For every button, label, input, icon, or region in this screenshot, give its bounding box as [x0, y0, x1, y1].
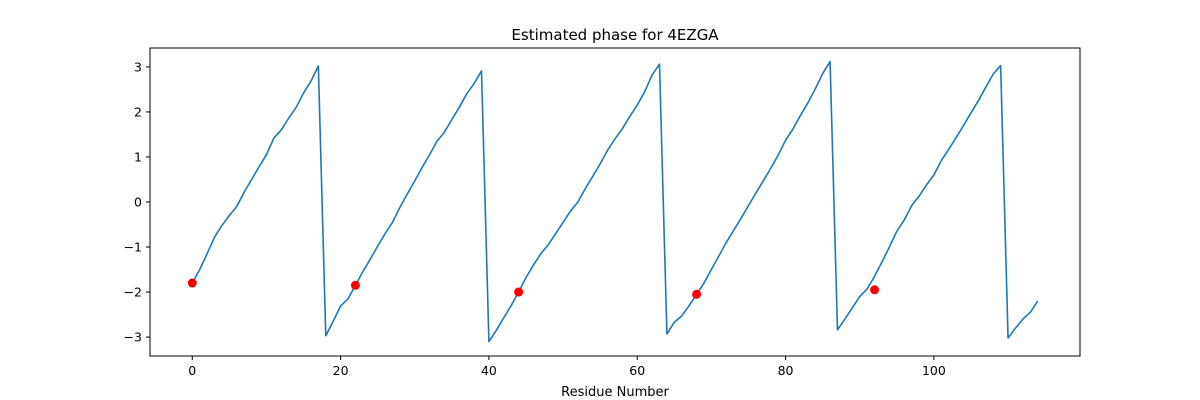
- y-tick-label: 2: [134, 104, 142, 119]
- marker-point: [514, 287, 524, 297]
- x-tick-label: 100: [922, 363, 946, 378]
- y-tick-label: 0: [134, 195, 142, 210]
- y-tick-label: −3: [124, 330, 142, 345]
- y-tick-label: −1: [124, 240, 142, 255]
- x-tick-label: 20: [333, 363, 349, 378]
- marker-point: [692, 289, 702, 299]
- plot-frame: [149, 47, 1081, 357]
- y-tick-label: 1: [134, 149, 142, 164]
- x-tick-label: 40: [481, 363, 497, 378]
- phase-line: [191, 60, 1039, 343]
- axes-layer: 0 20 40 60 80 100 −3 −2 −1 0 1 2 3: [124, 59, 946, 378]
- x-tick-label: 60: [629, 363, 645, 378]
- x-tick-label: 0: [188, 363, 196, 378]
- marker-point: [350, 280, 360, 290]
- y-tick-label: −2: [124, 285, 142, 300]
- marker-point: [870, 285, 880, 295]
- x-axis-label: Residue Number: [561, 385, 669, 400]
- y-tick-label: 3: [134, 59, 142, 74]
- series-layer: [187, 60, 1039, 343]
- x-tick-label: 80: [778, 363, 794, 378]
- marker-point: [187, 278, 197, 288]
- plot-area: [150, 48, 1080, 356]
- chart-title: Estimated phase for 4EZGA: [511, 26, 719, 44]
